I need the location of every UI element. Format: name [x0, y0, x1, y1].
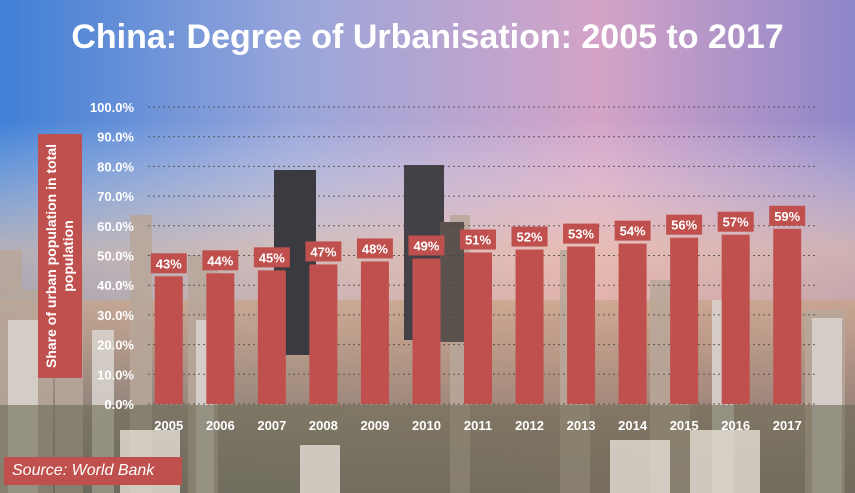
y-tick-label: 70.0%: [97, 189, 134, 204]
bar: [360, 261, 389, 404]
data-label-background: [563, 223, 600, 244]
bar: [567, 246, 596, 404]
data-label-background: [460, 229, 496, 250]
x-tick-label: 2005: [154, 418, 183, 433]
bar: [412, 258, 441, 404]
x-tick-label: 2007: [257, 418, 286, 433]
data-label-background: [356, 238, 393, 259]
bar: [670, 237, 699, 404]
source-label: Source: World Bank: [4, 457, 182, 485]
y-tick-label: 80.0%: [97, 159, 134, 174]
bar: [773, 228, 802, 404]
data-label-background: [614, 220, 651, 241]
data-label: 49%: [413, 238, 439, 253]
data-label: 56%: [671, 218, 697, 233]
x-tick-label: 2006: [206, 418, 235, 433]
x-tick-label: 2008: [309, 418, 338, 433]
data-label-background: [717, 211, 754, 232]
x-tick-label: 2016: [721, 418, 750, 433]
x-tick-label: 2015: [670, 418, 699, 433]
bar: [206, 273, 235, 404]
bar: [309, 264, 338, 404]
chart-title: China: Degree of Urbanisation: 2005 to 2…: [71, 18, 784, 56]
y-tick-label: 10.0%: [97, 367, 134, 382]
data-label-background: [150, 253, 187, 274]
data-label-background: [202, 250, 239, 271]
data-label: 43%: [156, 256, 182, 271]
data-label-background: [408, 235, 445, 256]
bar: [154, 276, 183, 404]
y-axis-label: Share of urban population in total popul…: [43, 144, 76, 368]
data-label: 44%: [207, 253, 233, 268]
bar: [618, 243, 647, 404]
data-label: 53%: [568, 227, 594, 242]
data-label: 52%: [517, 230, 543, 245]
bar: [464, 252, 492, 404]
data-label-background: [666, 214, 703, 235]
data-label-background: [511, 226, 548, 247]
y-tick-label: 90.0%: [97, 130, 134, 145]
y-tick-label: 0.0%: [104, 397, 134, 412]
data-label-background: [253, 247, 290, 268]
data-label: 54%: [620, 224, 646, 239]
y-axis-label-background: [38, 134, 82, 378]
data-label: 45%: [259, 250, 285, 265]
x-tick-label: 2009: [360, 418, 389, 433]
x-tick-label: 2011: [464, 418, 492, 433]
y-tick-label: 50.0%: [97, 249, 134, 264]
x-tick-label: 2010: [412, 418, 441, 433]
x-tick-label: 2012: [515, 418, 544, 433]
bar: [721, 234, 750, 404]
y-tick-label: 20.0%: [97, 338, 134, 353]
data-label: 47%: [310, 244, 336, 259]
data-label-background: [305, 241, 342, 262]
x-tick-label: 2017: [773, 418, 802, 433]
bar: [257, 270, 286, 404]
data-label: 48%: [362, 241, 388, 256]
y-tick-label: 100.0%: [90, 100, 135, 115]
y-tick-label: 40.0%: [97, 278, 134, 293]
x-tick-label: 2013: [567, 418, 596, 433]
data-label: 51%: [465, 233, 491, 248]
data-label-background: [769, 205, 806, 226]
y-tick-label: 30.0%: [97, 308, 134, 323]
y-tick-label: 60.0%: [97, 219, 134, 234]
data-label: 57%: [723, 215, 749, 230]
data-label: 59%: [774, 209, 800, 224]
x-tick-label: 2014: [618, 418, 648, 433]
bar: [515, 249, 544, 404]
